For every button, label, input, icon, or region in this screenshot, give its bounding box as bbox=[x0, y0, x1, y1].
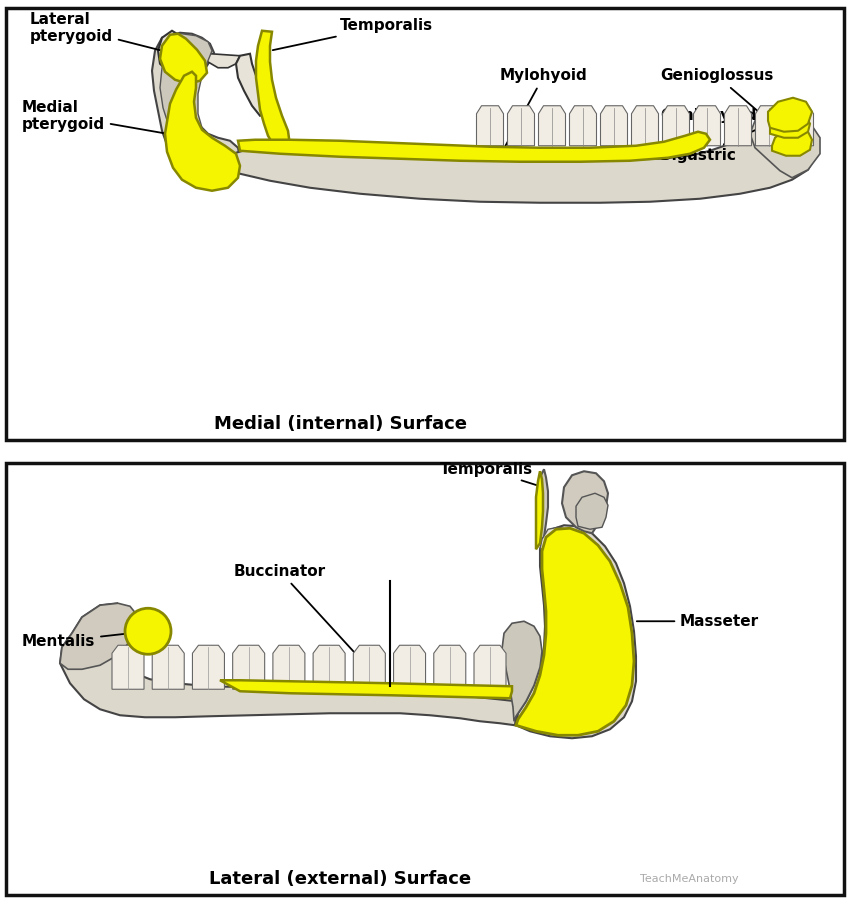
Polygon shape bbox=[314, 645, 345, 689]
Polygon shape bbox=[516, 525, 636, 738]
Polygon shape bbox=[786, 106, 814, 146]
Polygon shape bbox=[256, 31, 290, 152]
Polygon shape bbox=[273, 645, 305, 689]
Polygon shape bbox=[756, 106, 782, 146]
Polygon shape bbox=[230, 124, 816, 203]
Text: Temporalis: Temporalis bbox=[273, 18, 433, 51]
Polygon shape bbox=[476, 106, 504, 146]
Text: Medial (internal) Surface: Medial (internal) Surface bbox=[214, 415, 467, 433]
Polygon shape bbox=[193, 645, 224, 689]
Polygon shape bbox=[238, 132, 710, 161]
Polygon shape bbox=[601, 106, 628, 146]
Text: Geniohyoid: Geniohyoid bbox=[660, 108, 797, 127]
Polygon shape bbox=[196, 52, 240, 68]
Polygon shape bbox=[394, 645, 425, 689]
Polygon shape bbox=[220, 680, 512, 698]
Polygon shape bbox=[474, 645, 506, 689]
Polygon shape bbox=[160, 33, 207, 84]
Polygon shape bbox=[538, 469, 548, 543]
Polygon shape bbox=[112, 645, 144, 689]
Polygon shape bbox=[663, 106, 689, 146]
Text: Digastric: Digastric bbox=[660, 113, 793, 163]
Text: Masseter: Masseter bbox=[636, 613, 759, 629]
Polygon shape bbox=[768, 97, 812, 132]
Polygon shape bbox=[694, 106, 721, 146]
Polygon shape bbox=[576, 493, 608, 529]
Polygon shape bbox=[153, 645, 184, 689]
Polygon shape bbox=[750, 114, 820, 178]
Polygon shape bbox=[562, 471, 608, 533]
Text: Genioglossus: Genioglossus bbox=[660, 69, 796, 144]
Polygon shape bbox=[152, 32, 240, 180]
Text: Medial
pterygoid: Medial pterygoid bbox=[22, 99, 187, 137]
Polygon shape bbox=[508, 106, 534, 146]
Polygon shape bbox=[236, 54, 268, 115]
Polygon shape bbox=[536, 471, 543, 549]
Polygon shape bbox=[502, 621, 542, 722]
Polygon shape bbox=[354, 645, 385, 689]
Polygon shape bbox=[434, 645, 466, 689]
Polygon shape bbox=[631, 106, 659, 146]
Text: Mylohyoid: Mylohyoid bbox=[500, 69, 588, 153]
Text: Mentalis: Mentalis bbox=[22, 631, 145, 649]
Polygon shape bbox=[158, 31, 198, 76]
Polygon shape bbox=[724, 106, 751, 146]
Text: Lateral
pterygoid: Lateral pterygoid bbox=[30, 12, 179, 55]
Polygon shape bbox=[60, 603, 516, 725]
Polygon shape bbox=[233, 645, 265, 689]
Text: Buccinator: Buccinator bbox=[234, 564, 389, 689]
Polygon shape bbox=[160, 33, 235, 178]
Ellipse shape bbox=[125, 608, 171, 654]
Polygon shape bbox=[165, 72, 240, 190]
Text: Temporalis: Temporalis bbox=[440, 462, 538, 485]
Polygon shape bbox=[770, 112, 810, 138]
Polygon shape bbox=[540, 528, 580, 549]
Polygon shape bbox=[516, 529, 634, 735]
Polygon shape bbox=[60, 603, 138, 669]
Polygon shape bbox=[538, 106, 566, 146]
Text: TeachMeAnatomy: TeachMeAnatomy bbox=[640, 874, 739, 884]
Polygon shape bbox=[569, 106, 596, 146]
Polygon shape bbox=[772, 128, 812, 156]
Text: Lateral (external) Surface: Lateral (external) Surface bbox=[209, 870, 471, 888]
